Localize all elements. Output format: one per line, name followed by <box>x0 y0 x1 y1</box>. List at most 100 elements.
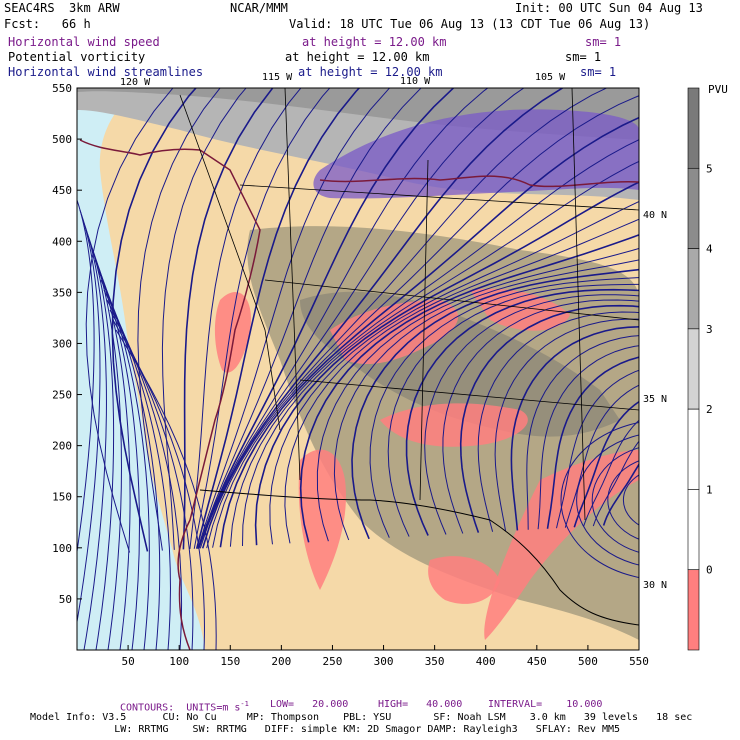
pv-negative-blob <box>428 556 500 604</box>
forecast-hour: Fcst: 66 h <box>4 17 91 31</box>
streamline <box>197 88 455 549</box>
streamline <box>269 201 639 545</box>
colorbar-segment <box>687 248 700 330</box>
streamline <box>602 462 639 526</box>
x-tick-label: 50 <box>121 655 134 668</box>
streamline <box>219 116 639 548</box>
streamline <box>477 311 639 532</box>
colorbar-segment <box>687 569 700 651</box>
org-label: NCAR/MMM <box>230 1 288 15</box>
state-line <box>299 379 639 411</box>
y-tick-label: 450 <box>52 184 72 197</box>
streamline <box>197 88 391 549</box>
streamline <box>206 88 608 549</box>
streamline <box>592 440 639 527</box>
field-height-wind-speed: at height = 12.00 km <box>302 35 447 49</box>
streamline <box>88 239 122 650</box>
lat-label-30n: 30 N <box>643 580 668 591</box>
init-time: Init: 00 UTC Sun 04 Aug 13 <box>515 1 703 15</box>
colorbar-unit: PVU <box>708 83 728 96</box>
colorbar-segment <box>687 167 700 249</box>
streamline <box>161 88 247 550</box>
streamline <box>424 294 639 535</box>
footer-model-info: Model Info: V3.5 CU: No Cu MP: Thompson … <box>30 712 693 723</box>
x-tick-label: 300 <box>374 655 394 668</box>
state-line <box>179 94 281 431</box>
x-tick-label: 250 <box>323 655 343 668</box>
colorbar-label: 1 <box>706 483 713 496</box>
y-axis: 50 100 150 200 250 300 350 400 450 500 550 <box>52 82 82 606</box>
footer-contours: CONTOURS: UNITS=m s-1 <box>120 699 249 713</box>
streamline <box>576 434 639 566</box>
valid-time: Valid: 18 UTC Tue 06 Aug 13 (13 CDT Tue … <box>289 17 651 31</box>
footer-physics-info: LW: RRTMG SW: RRTMG DIFF: simple KM: 2D … <box>30 724 621 735</box>
field-sm-wind-speed: sm= 1 <box>585 35 622 49</box>
streamline <box>254 181 639 546</box>
streamline <box>546 356 639 529</box>
pv-negative-blob <box>214 291 251 373</box>
colorbar-label: 5 <box>706 162 713 175</box>
y-tick-label: 150 <box>52 491 72 504</box>
streamline <box>442 299 639 534</box>
colorbar-label: 0 <box>706 564 713 577</box>
streamline <box>583 419 639 527</box>
streamline <box>556 369 639 529</box>
streamline <box>333 259 639 541</box>
streamline <box>387 283 639 537</box>
streamline <box>77 209 101 625</box>
x-tick-label: 150 <box>220 655 240 668</box>
streamline <box>199 88 525 549</box>
colorbar-segment <box>687 328 700 410</box>
lat-label-35n: 35 N <box>643 394 668 405</box>
streamline <box>638 496 639 504</box>
y-tick-label: 250 <box>52 389 72 402</box>
y-tick-label: 550 <box>52 82 72 95</box>
footer-high: HIGH= 40.000 <box>378 699 463 710</box>
plot-frame <box>76 87 640 651</box>
streamline <box>197 88 422 549</box>
colorbar-label: 3 <box>706 323 713 336</box>
streamline <box>284 218 639 544</box>
pv-negative-blob <box>330 300 459 365</box>
streamline <box>85 88 174 553</box>
colorbar-segment <box>687 408 700 490</box>
streamline <box>622 474 639 526</box>
streamline <box>212 95 639 548</box>
national-border <box>319 175 639 188</box>
field-sm-pv: sm= 1 <box>565 50 602 64</box>
lon-label-115w: 115 W <box>262 72 293 83</box>
streamline <box>106 299 183 650</box>
streamline <box>82 219 107 650</box>
streamline <box>229 139 639 547</box>
streamline <box>607 460 639 540</box>
streamline <box>85 229 115 650</box>
streamline <box>573 400 639 528</box>
y-tick-label: 300 <box>52 337 72 350</box>
field-height-streamlines: at height = 12.00 km <box>298 65 443 79</box>
coastline-border <box>79 139 261 650</box>
x-tick-label: 200 <box>271 655 291 668</box>
pv-negative-blob <box>380 403 528 447</box>
state-line <box>419 159 429 501</box>
wind-speed-fill <box>313 109 639 199</box>
pv-negative-blob <box>484 450 639 640</box>
x-tick-label: 100 <box>169 655 189 668</box>
streamline <box>564 384 639 528</box>
streamline <box>494 318 639 532</box>
footer-low: LOW= 20.000 <box>270 699 349 710</box>
colorbar: 0 1 2 3 4 5 PVU <box>687 83 728 651</box>
y-tick-label: 350 <box>52 286 72 299</box>
x-tick-label: 450 <box>527 655 547 668</box>
streamline <box>299 234 639 543</box>
streamline <box>195 88 361 549</box>
state-line <box>239 184 639 211</box>
model-title: SEAC4RS 3km ARW <box>4 1 120 15</box>
streamline <box>198 88 489 549</box>
lon-label-120w: 120 W <box>120 77 151 88</box>
map-plot-area <box>77 88 639 650</box>
colorbar-segment <box>687 489 700 571</box>
lon-label-105w: 105 W <box>535 72 566 83</box>
x-tick-label: 400 <box>476 655 496 668</box>
streamline <box>405 288 639 536</box>
